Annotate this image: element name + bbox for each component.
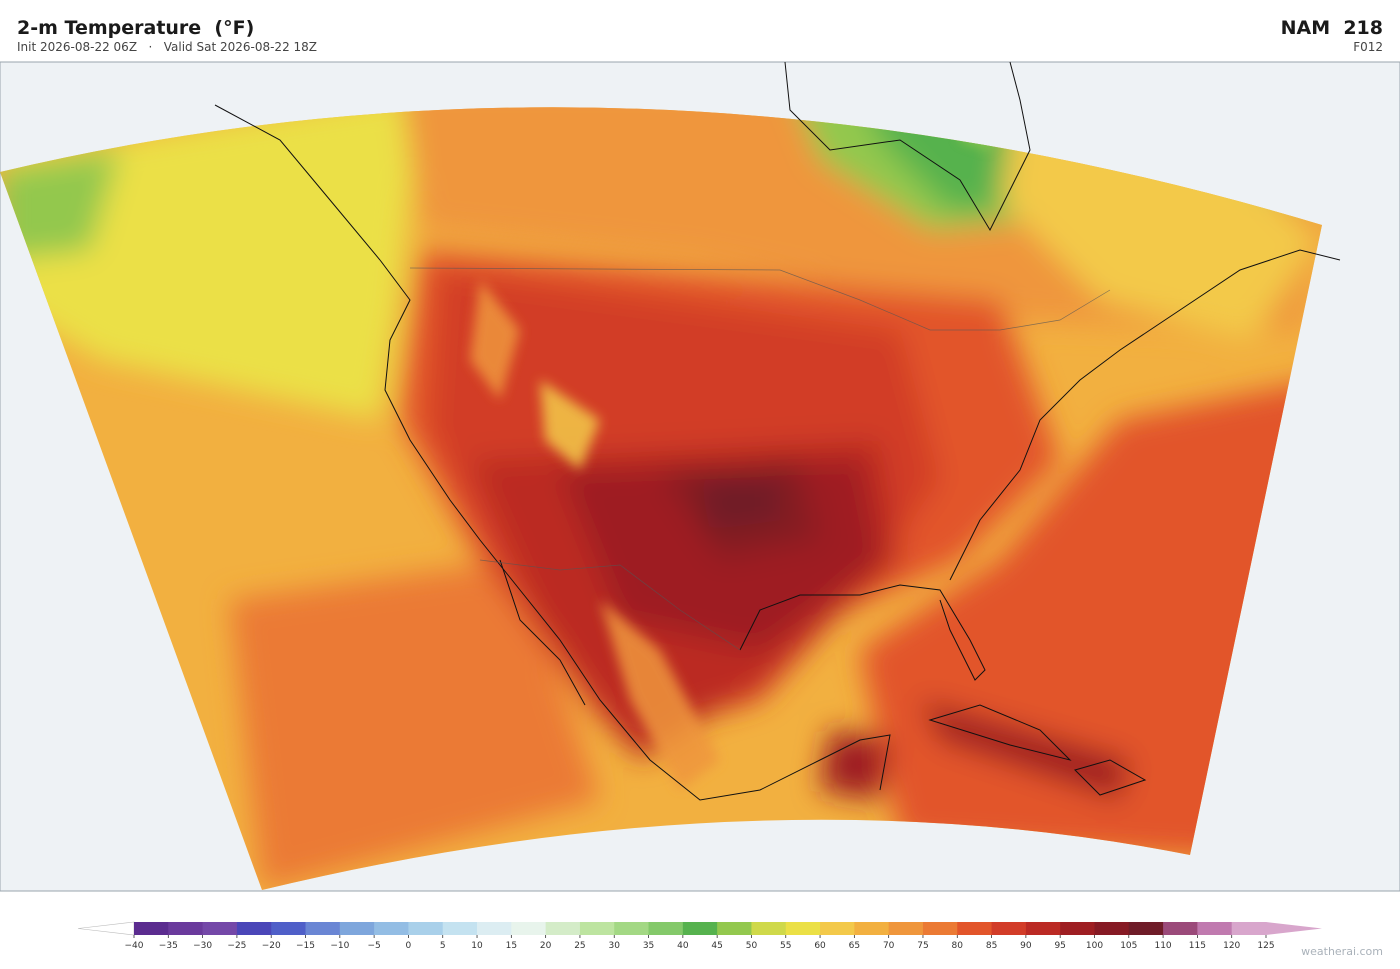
colorbar-tick-label: 75 [917,941,928,951]
subtitle: Init 2026-08-22 06Z · Valid Sat 2026-08-… [17,40,317,54]
colorbar-bin [1094,922,1130,935]
colorbar-bin [717,922,752,935]
colorbar-tick-label: 125 [1257,941,1274,951]
colorbar-tick-label: 25 [574,941,585,951]
colorbar-bin [1163,922,1198,935]
colorbar-tick-label: 110 [1154,941,1171,951]
colorbar-tick-label: −10 [330,941,349,951]
colorbar-tick-label: 60 [814,941,826,951]
colorbar-tick-label: 105 [1120,941,1137,951]
colorbar-bin [648,922,684,935]
colorbar-bin [1197,922,1233,935]
colorbar-bin [236,922,272,935]
colorbar-bin [785,922,821,935]
colorbar-bin [888,922,924,935]
colorbar-bin [442,922,478,935]
colorbar-tick-label: 95 [1054,941,1065,951]
colorbar-tick-label: −25 [227,941,246,951]
colorbar-bin [957,922,993,935]
colorbar-under [77,921,135,936]
colorbar-over [1266,922,1322,935]
colorbar-bin [271,922,307,935]
colorbar-bin [991,922,1027,935]
colorbar-bin [134,922,169,935]
colorbar-bin [682,922,718,935]
colorbar-bin [408,922,444,935]
watermark: weatherai.com [1301,945,1383,958]
colorbar-tick-label: −35 [159,941,178,951]
colorbar-tick-label: 10 [471,941,483,951]
colorbar-bin [202,922,238,935]
colorbar-tick-label: 40 [677,941,689,951]
colorbar-tick-label: 90 [1020,941,1032,951]
colorbar-bin [545,922,581,935]
colorbar-bin [579,922,615,935]
borders [409,267,1111,651]
colorbar-tick-label: −20 [262,941,281,951]
colorbar-tick-label: −5 [367,941,380,951]
colorbar-tick-label: 45 [711,941,722,951]
colorbar-bin [305,922,341,935]
colorbar-bin [820,922,855,935]
model-name: NAM 218 [1281,17,1383,39]
forecast-hour: F012 [1353,40,1383,54]
colorbar-tick-label: 15 [506,941,517,951]
colorbar-bin [922,922,958,935]
colorbar-tick-label: 50 [746,941,758,951]
colorbar-bin [339,922,375,935]
colorbar-bin [1025,922,1061,935]
colorbar-tick-label: 115 [1189,941,1206,951]
colorbar-bin [477,922,512,935]
colorbar-bin [1231,922,1267,935]
colorbar-tick-label: −30 [193,941,212,951]
colorbar-tick-label: 55 [780,941,791,951]
temperature-field [0,107,1322,891]
colorbar-bin [374,922,409,935]
colorbar-tick-label: 65 [849,941,860,951]
colorbar: −40 −35 −30 −25 −20 −15 −10 −5 0 5 10 15 20 25 30 35 40 4… [77,921,1322,951]
colorbar-tick-label: 0 [406,941,412,951]
colorbar-tick-label: 5 [440,941,446,951]
colorbar-tick-label: 85 [986,941,997,951]
colorbar-tick-label: 100 [1086,941,1103,951]
colorbar-tick-label: 120 [1223,941,1240,951]
title: 2-m Temperature (°F) [17,17,254,39]
colorbar-bin [511,922,547,935]
colorbar-tick-label: 80 [952,941,964,951]
colorbar-tick-label: 30 [609,941,621,951]
colorbar-tick-label: 20 [540,941,552,951]
colorbar-bin [1060,922,1095,935]
coastlines [214,61,1341,801]
colorbar-tick-label: −40 [125,941,144,951]
colorbar-tick-label: −15 [296,941,315,951]
colorbar-bin [854,922,890,935]
colorbar-tick-label: 70 [883,941,895,951]
map [0,61,1400,892]
colorbar-tick-label: 35 [643,941,654,951]
colorbar-bin [614,922,650,935]
colorbar-bin [1128,922,1164,935]
colorbar-bin [168,922,204,935]
colorbar-bin [751,922,787,935]
